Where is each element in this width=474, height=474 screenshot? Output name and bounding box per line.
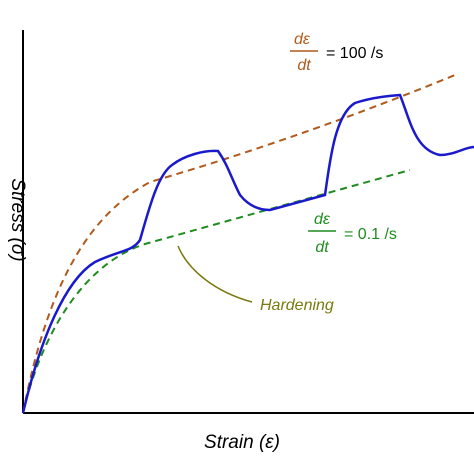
x-axis-label: Strain (ε) xyxy=(204,432,280,453)
slow-rate-curve xyxy=(22,169,411,414)
slow-rate-label: dε dt = 0.1 /s xyxy=(308,211,397,256)
slow-rate-value: = 0.1 /s xyxy=(344,226,397,243)
slow-rate-denominator: dt xyxy=(315,239,329,256)
hardening-leader-line xyxy=(177,245,253,303)
fast-rate-value: = 100 /s xyxy=(326,45,383,62)
stress-response-curve xyxy=(21,93,474,414)
fast-rate-numerator: dε xyxy=(294,31,311,48)
slow-rate-numerator: dε xyxy=(314,211,331,228)
fast-rate-curve xyxy=(22,74,456,414)
fast-rate-label: dε dt = 100 /s xyxy=(290,31,383,74)
hardening-label: Hardening xyxy=(260,297,334,314)
fast-rate-denominator: dt xyxy=(297,57,311,74)
y-axis-label: Stress (σ) xyxy=(7,178,28,261)
